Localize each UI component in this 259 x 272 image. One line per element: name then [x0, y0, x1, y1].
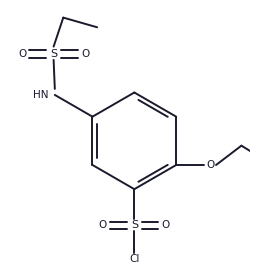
Text: O: O: [81, 49, 89, 59]
Text: O: O: [162, 220, 170, 230]
Text: HN: HN: [33, 90, 49, 100]
Text: O: O: [99, 220, 107, 230]
Text: Cl: Cl: [129, 254, 140, 264]
Text: S: S: [50, 49, 57, 59]
Text: O: O: [206, 160, 214, 170]
Text: S: S: [131, 220, 138, 230]
Text: O: O: [18, 49, 26, 59]
